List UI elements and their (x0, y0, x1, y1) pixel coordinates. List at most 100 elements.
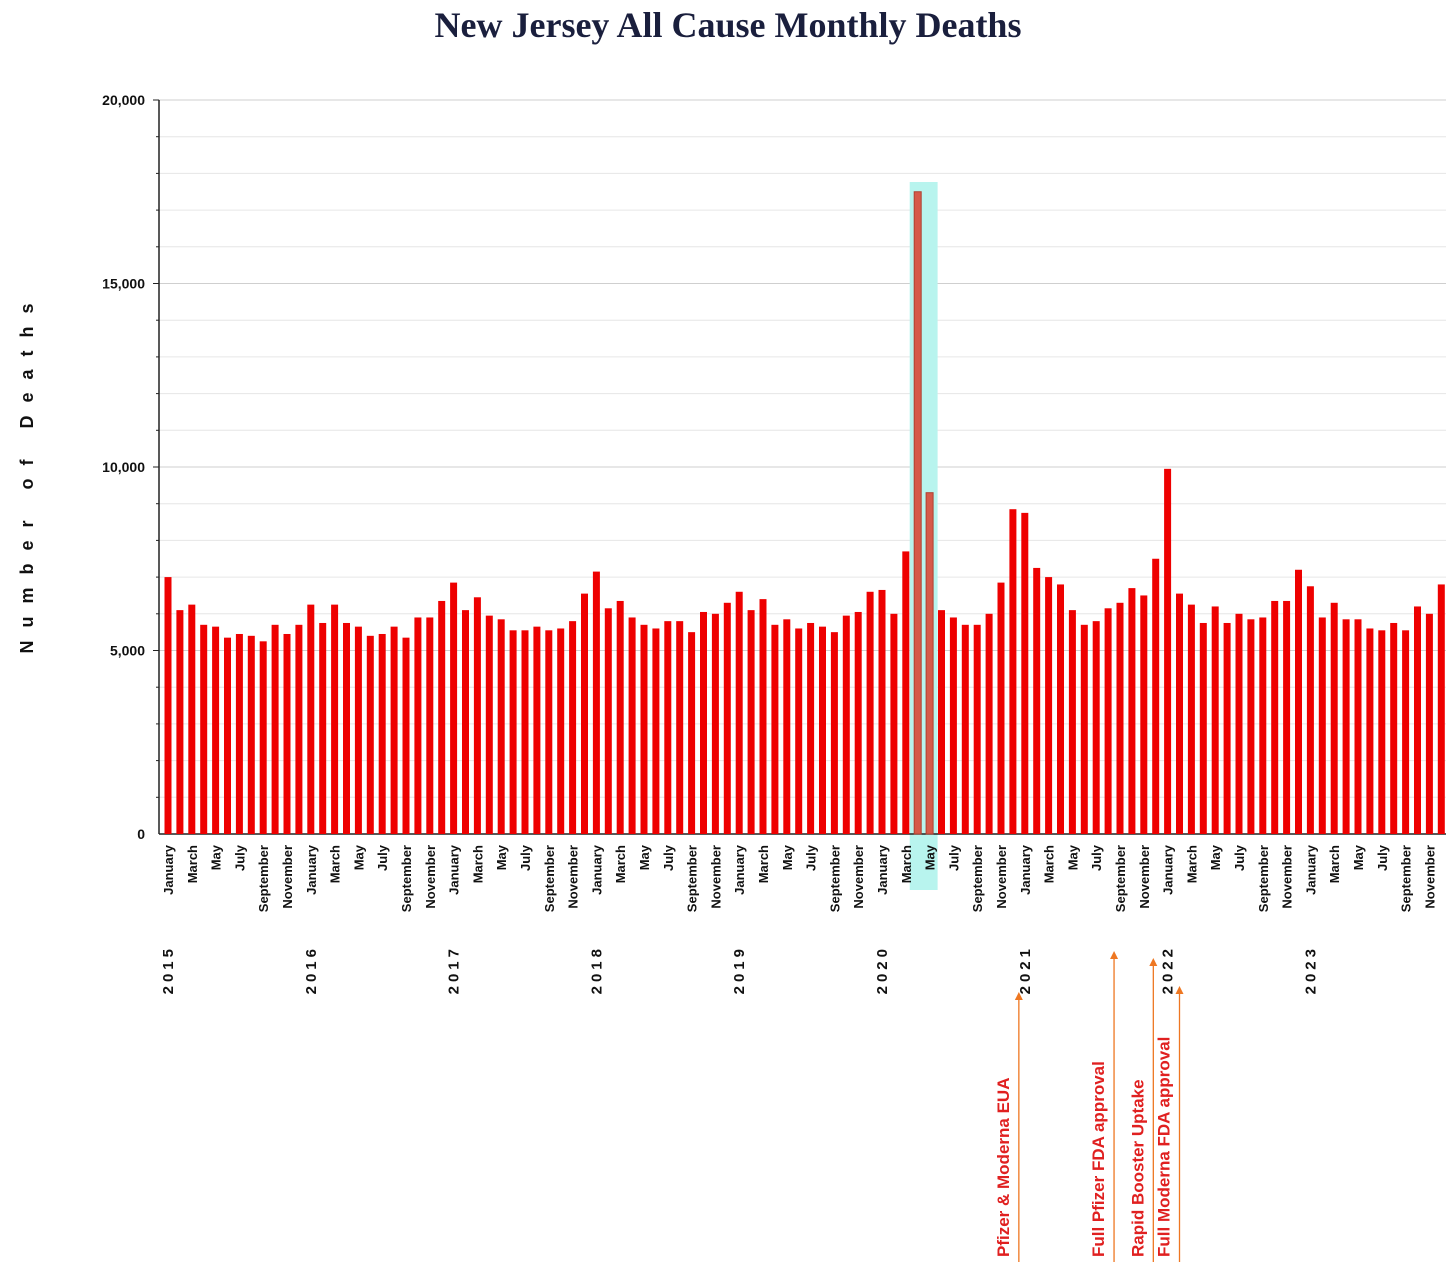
bar (426, 617, 434, 834)
x-tick-label: July (1232, 844, 1247, 871)
bar (1164, 468, 1172, 834)
bar (1223, 622, 1231, 834)
bar (450, 582, 458, 834)
y-axis-title: Number of Deaths (17, 290, 37, 653)
bar (343, 622, 350, 834)
bar (878, 589, 886, 834)
bar (640, 624, 648, 834)
bar (164, 577, 172, 834)
bar (842, 615, 850, 834)
x-tick-label: March (613, 845, 628, 883)
bar (1402, 630, 1410, 834)
y-tick-label: 15,000 (102, 276, 145, 292)
bar (771, 624, 779, 834)
bar (473, 597, 481, 834)
x-tick-label: November (994, 845, 1009, 909)
bar (973, 624, 981, 834)
bar (1045, 577, 1053, 834)
bar (1199, 622, 1207, 834)
year-label: 2018 (588, 945, 605, 994)
bar (509, 630, 517, 834)
annotation-label: Full Pfizer FDA approval (1089, 1061, 1108, 1257)
bar (1390, 622, 1398, 834)
x-tick-label: September (827, 845, 842, 912)
bar (664, 621, 672, 834)
year-label: 2016 (303, 945, 320, 994)
bar (1259, 617, 1267, 834)
annotation-arrow-head (1110, 951, 1119, 959)
bar (307, 604, 315, 834)
bar (1378, 630, 1386, 834)
bar (592, 571, 600, 834)
bar (224, 637, 231, 834)
bar (569, 621, 577, 834)
bar (212, 626, 220, 834)
bar (807, 622, 815, 834)
x-tick-label: May (923, 844, 938, 870)
bar (1211, 606, 1219, 834)
bar (1152, 558, 1160, 834)
x-tick-label: May (780, 844, 795, 870)
x-tick-label: September (685, 845, 700, 912)
x-tick-label: January (875, 844, 890, 895)
annotation-arrow-head (1014, 992, 1023, 1000)
bar (521, 630, 529, 834)
bar (402, 637, 410, 834)
y-tick-label: 10,000 (102, 459, 145, 475)
bar (497, 619, 505, 834)
x-tick-label: January (1018, 844, 1033, 895)
x-tick-label: January (161, 844, 176, 895)
x-tick-label: March (899, 845, 914, 883)
x-tick-label: November (851, 845, 866, 909)
x-tick-label: May (209, 844, 224, 870)
annotation-arrow-head (1149, 958, 1158, 966)
x-tick-labels: January March May July September November Janu… (161, 844, 1437, 912)
bar (366, 635, 374, 834)
x-tick-label: July (232, 844, 247, 871)
bar (1116, 602, 1124, 834)
x-tick-label: September (399, 845, 414, 912)
x-tick-label: July (1089, 844, 1104, 871)
x-tick-label: July (518, 844, 533, 871)
bar (1104, 608, 1112, 834)
annotation-label: Full Moderna FDA approval (1155, 1037, 1174, 1257)
bar (414, 617, 422, 834)
x-tick-label: March (1327, 845, 1342, 883)
bar (925, 492, 934, 835)
bar (961, 624, 969, 834)
bar (913, 191, 922, 835)
x-tick-label: July (661, 844, 676, 871)
bar (1366, 628, 1374, 834)
bar (830, 632, 838, 834)
bar (985, 613, 993, 834)
x-tick-label: March (328, 845, 343, 883)
y-tick-label: 5,000 (110, 643, 145, 659)
bar (1033, 567, 1041, 834)
bar (866, 591, 874, 834)
bar (1437, 584, 1445, 834)
x-tick-label: July (375, 844, 390, 871)
bar (652, 628, 660, 834)
bar (628, 617, 636, 834)
x-tick-label: November (423, 845, 438, 909)
bar (1271, 600, 1279, 834)
year-label: 2021 (1017, 945, 1034, 994)
bar (1009, 509, 1017, 834)
bar (676, 621, 684, 834)
bar (331, 604, 339, 834)
bar (1235, 613, 1243, 834)
x-tick-label: November (708, 845, 723, 909)
x-tick-label: September (970, 845, 985, 912)
bar (1414, 606, 1421, 834)
bar (1128, 588, 1136, 834)
bar (747, 610, 755, 834)
bar (1176, 593, 1183, 834)
bar (390, 626, 398, 834)
bar (783, 619, 791, 834)
bar (1330, 602, 1338, 834)
x-tick-label: July (1375, 844, 1390, 871)
x-tick-label: March (756, 845, 771, 883)
year-labels: 2015 2016 2017 2018 2019 2020 2021 2022 2023 (160, 945, 1319, 994)
x-tick-label: September (1113, 845, 1128, 912)
bar (545, 630, 553, 834)
